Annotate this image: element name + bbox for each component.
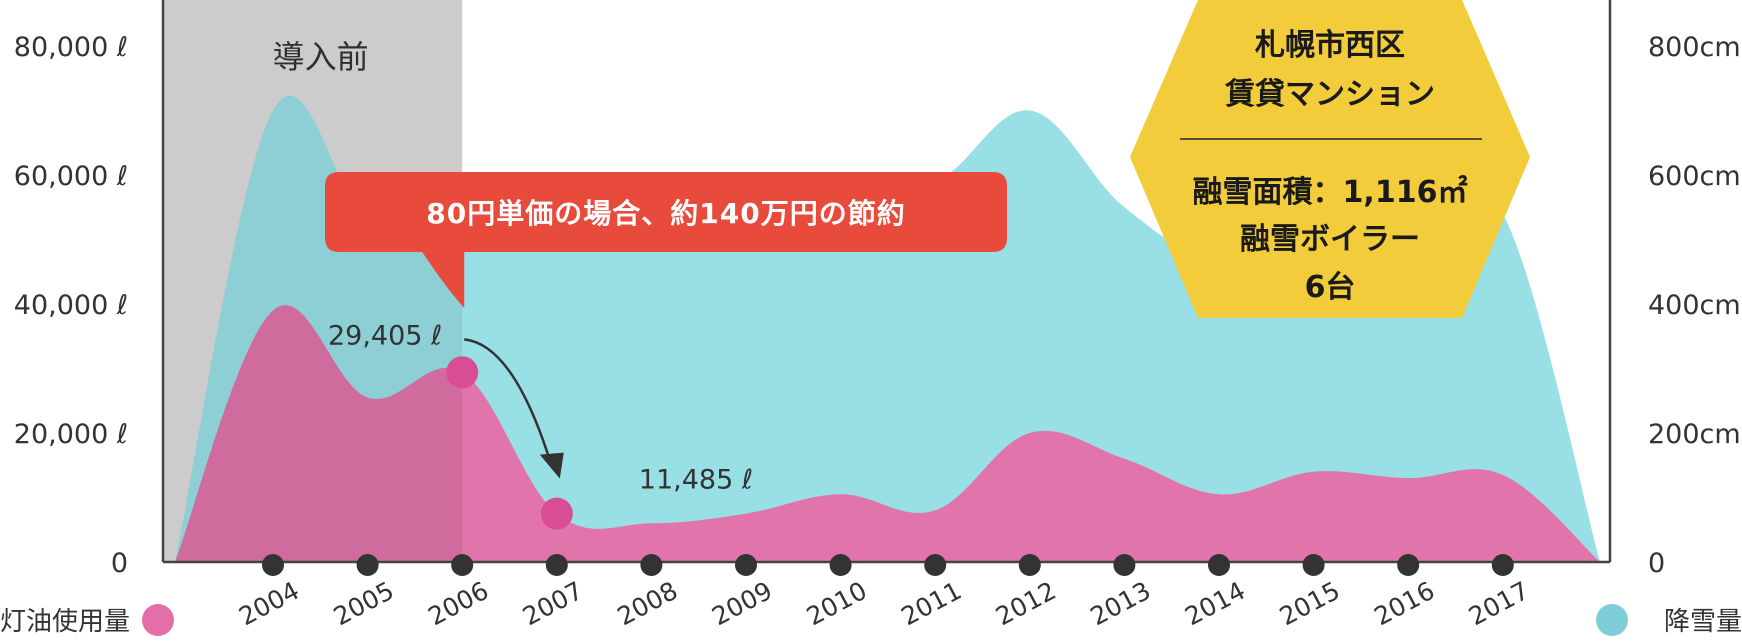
left-axis-tick-label: 80,000 ℓ [14, 32, 128, 63]
pre-introduction-overlay [163, 0, 463, 562]
x-tick-dot [829, 554, 852, 576]
highlight-point [446, 356, 479, 389]
x-tick-dot [1113, 554, 1136, 576]
left-axis-tick-label: 0 [111, 548, 128, 579]
reduction-arrow [464, 338, 553, 467]
x-tick-dot [1302, 554, 1325, 576]
info-boiler-count: 6台 [1305, 270, 1356, 305]
right-axis-tick-label: 200cm [1648, 419, 1741, 450]
info-building-type: 賃貸マンション [1224, 77, 1435, 112]
x-tick-dot [640, 554, 663, 576]
x-tick-label: 2015 [1275, 576, 1345, 631]
x-tick-dot [1397, 554, 1420, 576]
left-axis-tick-label: 20,000 ℓ [14, 419, 128, 450]
x-tick-label: 2010 [802, 576, 872, 631]
info-box-hexagon [1130, 0, 1530, 318]
x-tick-dot [545, 554, 568, 576]
x-tick-label: 2006 [423, 576, 493, 631]
x-tick-label: 2016 [1369, 576, 1439, 631]
left-axis-tick-label: 40,000 ℓ [14, 290, 128, 321]
x-tick-dot [1018, 554, 1041, 576]
legend-kerosene-label: 灯油使用量 [0, 607, 130, 637]
legend-kerosene-swatch [142, 604, 174, 636]
x-axis-ticks: 2004 2005 2006 2007 2008 2009 2010 2011 2012 2013… [234, 554, 1534, 631]
info-boiler-label: 融雪ボイラー [1240, 222, 1420, 257]
highlight-points: 29,405 ℓ 11,485 ℓ [328, 320, 753, 530]
x-tick-dot [1208, 554, 1230, 576]
left-axis-tick-label: 60,000 ℓ [14, 161, 128, 192]
pre-introduction-label: 導入前 [273, 38, 369, 76]
x-tick-dot [1491, 554, 1514, 576]
x-tick-label: 2004 [234, 576, 304, 631]
x-tick-label: 2009 [707, 576, 777, 631]
info-location: 札幌市西区 [1255, 28, 1405, 63]
x-tick-label: 2005 [329, 576, 399, 631]
x-tick-dot [735, 554, 757, 576]
legend-snowfall-label: 降雪量 [1664, 607, 1742, 637]
right-axis-ticks: 0 200cm 400cm 600cm 800cm [1648, 32, 1741, 579]
right-axis-tick-label: 800cm [1648, 32, 1741, 63]
x-tick-label: 2013 [1086, 576, 1156, 631]
x-tick-label: 2008 [613, 576, 683, 631]
x-tick-label: 2011 [896, 576, 966, 631]
kerosene-area [175, 305, 1600, 562]
right-axis-tick-label: 0 [1648, 548, 1665, 579]
highlight-label: 29,405 ℓ [328, 320, 442, 351]
highlight-label: 11,485 ℓ [639, 465, 753, 496]
savings-callout-text: 80円単価の場合、約140万円の節約 [426, 197, 905, 230]
right-axis-tick-label: 400cm [1648, 290, 1741, 321]
legend-snowfall-swatch [1596, 604, 1628, 636]
reduction-arrowhead [539, 452, 564, 479]
x-tick-dot [451, 554, 474, 576]
x-tick-label: 2007 [518, 576, 588, 631]
x-tick-label: 2017 [1464, 576, 1534, 631]
x-tick-dot [356, 554, 379, 576]
x-tick-label: 2012 [991, 576, 1061, 631]
savings-callout-bubble [325, 172, 1007, 308]
highlight-point [540, 497, 573, 530]
x-tick-label: 2014 [1180, 576, 1250, 631]
info-melting-area: 融雪面積：1,116㎡ [1193, 175, 1468, 210]
x-tick-dot [262, 554, 284, 576]
right-axis-tick-label: 600cm [1648, 161, 1741, 192]
left-axis-ticks: 0 20,000 ℓ 40,000 ℓ 60,000 ℓ 80,000 ℓ [14, 32, 128, 579]
x-tick-dot [924, 554, 947, 576]
